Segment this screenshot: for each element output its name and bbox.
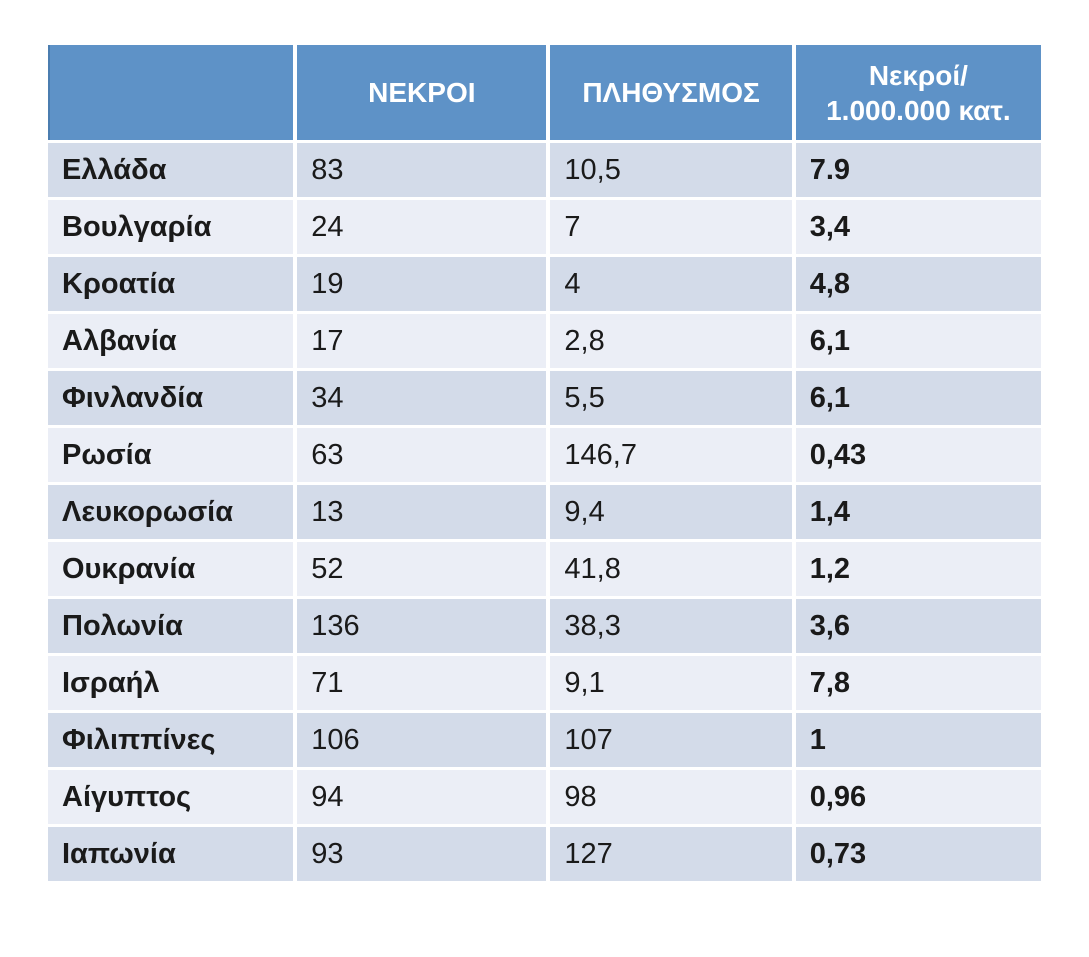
population-cell: 41,8 [550,542,792,596]
deaths-cell: 106 [297,713,547,767]
rate-cell: 1,2 [795,542,1041,596]
table-row: Ιαπωνία 93 127 0,73 [48,827,1041,881]
deaths-cell: 34 [297,371,547,425]
rate-cell: 1,4 [795,485,1041,539]
country-cell: Ρωσία [48,428,294,482]
population-cell: 107 [550,713,792,767]
table-row: Αλβανία 17 2,8 6,1 [48,314,1041,368]
deaths-cell: 83 [297,143,547,197]
header-deaths-per-million: Νεκροί/ 1.000.000 κατ. [795,45,1041,140]
table-row: Ελλάδα 83 10,5 7.9 [48,143,1041,197]
deaths-cell: 17 [297,314,547,368]
country-cell: Βουλγαρία [48,200,294,254]
country-cell: Ιαπωνία [48,827,294,881]
rate-cell: 7.9 [795,143,1041,197]
country-cell: Αίγυπτος [48,770,294,824]
population-cell: 9,1 [550,656,792,710]
table-row: Πολωνία 136 38,3 3,6 [48,599,1041,653]
rate-cell: 0,73 [795,827,1041,881]
country-cell: Λευκορωσία [48,485,294,539]
rate-cell: 7,8 [795,656,1041,710]
table-row: Βουλγαρία 24 7 3,4 [48,200,1041,254]
country-cell: Ουκρανία [48,542,294,596]
population-cell: 127 [550,827,792,881]
deaths-cell: 136 [297,599,547,653]
table-row: Φινλανδία 34 5,5 6,1 [48,371,1041,425]
country-cell: Ελλάδα [48,143,294,197]
population-cell: 38,3 [550,599,792,653]
deaths-cell: 93 [297,827,547,881]
population-cell: 98 [550,770,792,824]
population-cell: 4 [550,257,792,311]
population-cell: 146,7 [550,428,792,482]
rate-cell: 0,96 [795,770,1041,824]
rate-cell: 4,8 [795,257,1041,311]
header-row: ΝΕΚΡΟΙ ΠΛΗΘΥΣΜΟΣ Νεκροί/ 1.000.000 κατ. [48,45,1041,140]
deaths-cell: 52 [297,542,547,596]
table-row: Ισραήλ 71 9,1 7,8 [48,656,1041,710]
deaths-cell: 13 [297,485,547,539]
population-cell: 2,8 [550,314,792,368]
rate-cell: 3,6 [795,599,1041,653]
table-row: Φιλιππίνες 106 107 1 [48,713,1041,767]
population-cell: 7 [550,200,792,254]
table-row: Λευκορωσία 13 9,4 1,4 [48,485,1041,539]
country-cell: Ισραήλ [48,656,294,710]
population-cell: 10,5 [550,143,792,197]
table-row: Αίγυπτος 94 98 0,96 [48,770,1041,824]
country-cell: Πολωνία [48,599,294,653]
population-cell: 5,5 [550,371,792,425]
deaths-cell: 63 [297,428,547,482]
table-row: Ουκρανία 52 41,8 1,2 [48,542,1041,596]
table-row: Ρωσία 63 146,7 0,43 [48,428,1041,482]
country-cell: Φινλανδία [48,371,294,425]
deaths-per-country-table: ΝΕΚΡΟΙ ΠΛΗΘΥΣΜΟΣ Νεκροί/ 1.000.000 κατ. … [44,42,1045,884]
rate-cell: 0,43 [795,428,1041,482]
header-population: ΠΛΗΘΥΣΜΟΣ [550,45,792,140]
deaths-cell: 71 [297,656,547,710]
country-cell: Αλβανία [48,314,294,368]
deaths-cell: 24 [297,200,547,254]
deaths-cell: 94 [297,770,547,824]
country-cell: Κροατία [48,257,294,311]
header-country-empty [48,45,294,140]
rate-cell: 3,4 [795,200,1041,254]
rate-cell: 1 [795,713,1041,767]
rate-cell: 6,1 [795,371,1041,425]
deaths-cell: 19 [297,257,547,311]
rate-cell: 6,1 [795,314,1041,368]
country-cell: Φιλιππίνες [48,713,294,767]
table-row: Κροατία 19 4 4,8 [48,257,1041,311]
population-cell: 9,4 [550,485,792,539]
header-deaths: ΝΕΚΡΟΙ [297,45,547,140]
